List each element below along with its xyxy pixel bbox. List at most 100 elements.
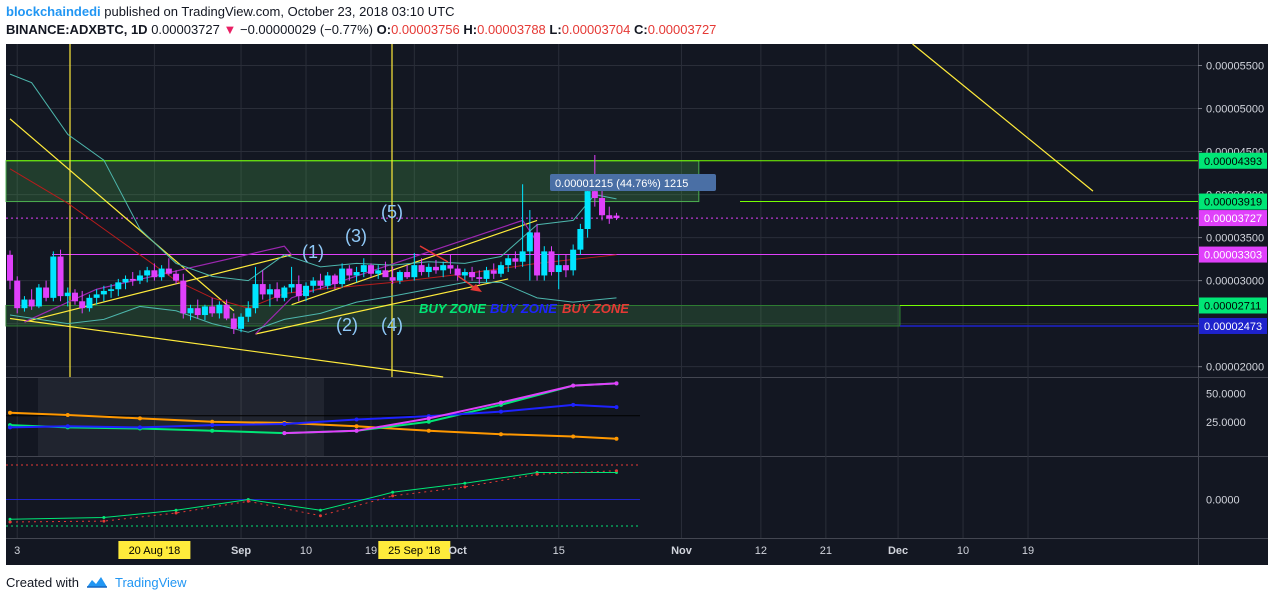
candle-bull [50, 256, 57, 298]
candle-bull [100, 290, 107, 295]
author-name[interactable]: blockchaindedi [6, 4, 101, 19]
candle-bear [165, 268, 172, 274]
candle-bull [144, 270, 151, 276]
candle-bull [108, 289, 115, 291]
trend-line-upper [912, 43, 1094, 192]
price-label: 0.00003727 [1204, 213, 1262, 225]
candle-bull [93, 294, 100, 298]
oscillator-point [535, 472, 539, 476]
price-label: 0.00003303 [1204, 250, 1262, 262]
candle-bull [281, 287, 288, 298]
indicator-point [65, 413, 70, 417]
indicator-point [354, 428, 359, 433]
candle-bear [71, 292, 78, 302]
tradingview-logo-icon [86, 577, 107, 588]
x-tick-label: Sep [231, 545, 251, 557]
indicator-point [571, 383, 576, 388]
oscillator-point [174, 508, 178, 512]
candle-bull [461, 272, 468, 276]
oscillator-point [463, 481, 467, 485]
candle-bear [151, 270, 158, 278]
arrow-head-icon [470, 284, 482, 292]
indicator-point [614, 405, 619, 410]
oscillator-point [318, 514, 322, 518]
x-tick-label: 19 [365, 545, 377, 557]
candle-bear [389, 277, 396, 281]
measure-label: 0.00001215 (44.76%) 1215 [555, 178, 688, 190]
candle-bear [28, 299, 35, 307]
indicator-point [354, 424, 359, 429]
candle-bear [490, 270, 497, 274]
symbol-header: BINANCE:ADXBTC, 1D 0.00003727 ▼ −0.00000… [6, 22, 716, 37]
candle-bull [245, 308, 252, 317]
indicator-line [284, 382, 617, 435]
price-label-box [1199, 152, 1267, 169]
price-label-box [1199, 193, 1267, 210]
candle-bear [382, 270, 389, 278]
elliott-wave-label: (3) [345, 226, 367, 246]
candle-bear [512, 258, 519, 262]
candle-bear [180, 280, 187, 314]
x-tick-label: 12 [755, 545, 767, 557]
indicator-point [426, 416, 431, 421]
oscillator-point [174, 511, 178, 515]
date-highlight-box [118, 541, 191, 559]
candle-bear [259, 284, 266, 295]
indicator-point [498, 400, 503, 405]
y-tick-label: 0.00003000 [1206, 276, 1264, 288]
candle-bear [129, 278, 136, 281]
price-label-box [1199, 317, 1267, 334]
oscillator-point [8, 517, 12, 521]
candle-bull [440, 265, 447, 271]
candle-bear [230, 318, 237, 329]
candle-bear [606, 215, 613, 219]
indicator-point [571, 402, 576, 407]
buy-zone-label: BUY ZONE [490, 301, 557, 316]
candle-bull [411, 265, 418, 278]
high-value: 0.00003788 [477, 22, 546, 37]
x-tick-label: Oct [448, 545, 467, 557]
indicator-point [137, 416, 142, 421]
indicator-point [498, 432, 503, 437]
candle-bear [14, 280, 21, 309]
symbol-label: BINANCE:ADXBTC, 1D [6, 22, 148, 37]
open-label: O: [376, 22, 392, 37]
candle-bull [310, 280, 317, 286]
tradingview-link[interactable]: TradingView [114, 574, 187, 590]
candle-bull [35, 287, 42, 307]
y-tick-label: 0.0000 [1206, 495, 1240, 507]
candle-bull [505, 258, 512, 266]
indicator-pane-1[interactable] [6, 378, 1198, 456]
candle-bear [454, 268, 461, 276]
candle-bull [483, 270, 490, 279]
elliott-wave-label: (1) [302, 242, 324, 262]
date-highlight-box [378, 541, 451, 559]
candle-bull [555, 265, 562, 273]
created-with-text: Created with [6, 574, 79, 590]
candle-bear [613, 215, 620, 219]
candle-bear [432, 266, 439, 271]
indicator-point [8, 425, 12, 430]
price-label-box [1199, 246, 1267, 263]
candle-bear [418, 265, 425, 273]
indicator-pane-2[interactable] [6, 457, 1198, 538]
candle-bear [57, 256, 64, 297]
x-tick-label: 10 [300, 545, 312, 557]
oscillator-point [8, 520, 12, 524]
candle-bull [115, 282, 122, 290]
candle-bear [209, 306, 216, 314]
time-axis[interactable] [6, 539, 1268, 565]
publish-header: blockchaindedi published on TradingView.… [6, 4, 455, 19]
candle-bear [274, 289, 281, 298]
indicator-point [354, 417, 359, 422]
price-label-box [1199, 297, 1267, 314]
candle-bull [136, 275, 143, 281]
x-tick-label: 10 [957, 545, 969, 557]
candle-bear [223, 304, 230, 319]
indicator-point [8, 410, 12, 415]
candle-bull [187, 308, 194, 314]
candle-bull [541, 251, 548, 276]
candle-bull [526, 232, 533, 252]
candle-bull [375, 270, 382, 274]
